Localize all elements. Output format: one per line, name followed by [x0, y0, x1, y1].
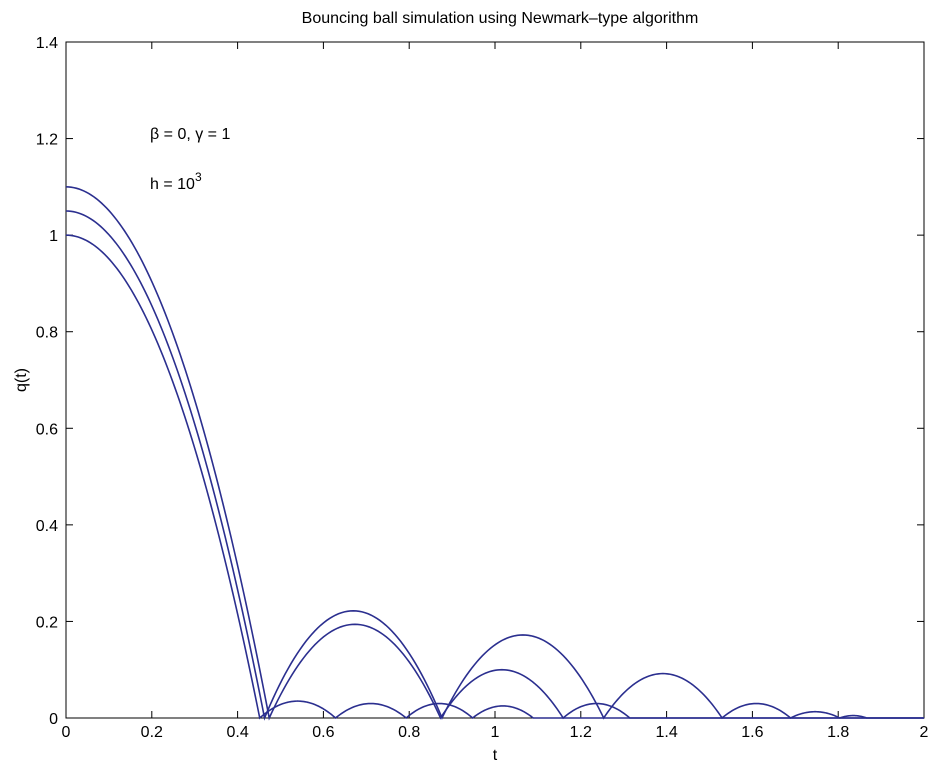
annotation-params: β = 0, γ = 1 — [150, 126, 230, 143]
annotation-step-exp: 3 — [195, 170, 202, 184]
y-tick-label-2: 0.4 — [36, 518, 58, 535]
axis-ticks — [65, 41, 925, 719]
x-tick-label-3: 0.6 — [312, 724, 334, 741]
x-tick-label-9: 1.8 — [827, 724, 849, 741]
y-tick-label-0: 0 — [49, 711, 58, 728]
y-tick-label-6: 1.2 — [36, 132, 58, 149]
plot-area — [65, 41, 925, 719]
x-tick-label-4: 0.8 — [398, 724, 420, 741]
chart-title: Bouncing ball simulation using Newmark–t… — [302, 10, 699, 27]
x-tick-label-7: 1.4 — [655, 724, 677, 741]
annotation-step: h = 103 — [150, 170, 202, 193]
x-tick-label-6: 1.2 — [570, 724, 592, 741]
x-tick-label-1: 0.2 — [141, 724, 163, 741]
x-tick-label-0: 0 — [62, 724, 71, 741]
series-line-2 — [65, 234, 924, 720]
series-line-0 — [65, 186, 924, 721]
x-tick-label-8: 1.6 — [741, 724, 763, 741]
x-tick-label-10: 2 — [920, 724, 929, 741]
x-tick-label-2: 0.4 — [226, 724, 248, 741]
y-tick-label-4: 0.8 — [36, 325, 58, 342]
annotation-step-base: h = 10 — [150, 176, 195, 193]
y-tick-label-3: 0.6 — [36, 421, 58, 438]
x-axis-label: t — [493, 747, 498, 764]
y-tick-label-7: 1.4 — [36, 35, 58, 52]
x-tick-labels: 0 0.2 0.4 0.6 0.8 1 1.2 1.4 1.6 1.8 2 — [62, 724, 929, 741]
y-tick-label-1: 0.2 — [36, 614, 58, 631]
y-tick-label-5: 1 — [49, 228, 58, 245]
series-line-1 — [65, 210, 924, 721]
x-tick-label-5: 1 — [491, 724, 500, 741]
series-lines — [65, 186, 924, 721]
y-tick-labels: 0 0.2 0.4 0.6 0.8 1 1.2 1.4 — [36, 35, 58, 728]
y-axis-label: q(t) — [13, 368, 30, 392]
